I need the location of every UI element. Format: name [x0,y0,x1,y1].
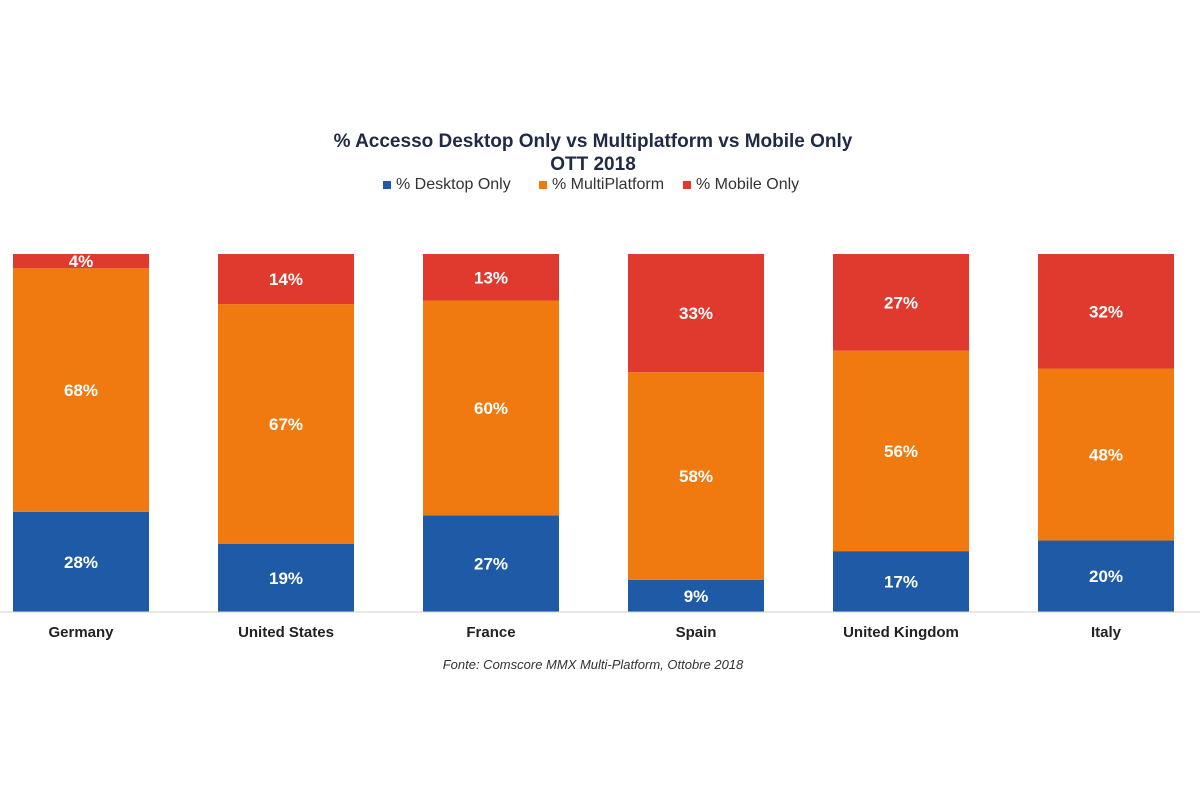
category-label-0: Germany [48,624,114,641]
bars-group: 28% 68% 4% 19% 67% 14% 27% 60% 13% 9% 58% 33% 17% 56%… [13,252,1174,612]
data-label-5-0: 20% [1089,567,1123,586]
bar-segment-0-1 [13,268,149,512]
bar-segment-2-1 [423,300,559,516]
data-label-5-2: 32% [1089,302,1123,321]
legend-swatch-0 [383,181,391,189]
legend: % Desktop Only % MultiPlatform % Mobile On… [383,176,799,193]
legend-swatch-1 [539,181,547,189]
bar-segment-5-0 [1038,540,1174,612]
data-label-0-1: 68% [64,381,98,400]
bar-segment-1-1 [218,304,354,544]
data-label-3-0: 9% [684,587,709,606]
data-label-0-2: 4% [69,252,94,271]
data-label-2-0: 27% [474,555,508,574]
category-label-4: United Kingdom [843,624,959,641]
bar-segment-3-0 [628,579,764,612]
bar-segment-3-2 [628,254,764,373]
source-note: Fonte: Comscore MMX Multi-Platform, Otto… [443,657,744,672]
data-label-3-2: 33% [679,304,713,323]
bar-segment-1-2 [218,254,354,305]
category-label-1: United States [238,624,334,641]
data-label-0-0: 28% [64,553,98,572]
bar-segment-2-2 [423,254,559,301]
data-label-2-1: 60% [474,399,508,418]
legend-swatch-2 [683,181,691,189]
bar-segment-4-0 [833,551,969,612]
data-label-5-1: 48% [1089,445,1123,464]
bar-segment-0-0 [13,511,149,612]
category-labels: Germany United States France Spain United Ki… [48,624,1121,641]
bar-segment-3-1 [628,372,764,580]
data-label-1-1: 67% [269,415,303,434]
chart-title: % Accesso Desktop Only vs Multiplatform … [334,131,853,152]
legend-label-1: % MultiPlatform [552,176,664,193]
bar-segment-1-0 [218,543,354,612]
bar-segment-2-0 [423,515,559,612]
bar-segment-5-1 [1038,368,1174,541]
chart-subtitle: OTT 2018 [550,154,636,175]
bar-segment-0-2 [13,254,149,269]
bar-segment-4-2 [833,254,969,351]
legend-label-2: % Mobile Only [696,176,799,193]
bar-segment-4-1 [833,350,969,552]
data-label-1-0: 19% [269,569,303,588]
data-label-1-2: 14% [269,270,303,289]
data-label-4-0: 17% [884,573,918,592]
category-label-3: Spain [676,624,717,641]
data-label-3-1: 58% [679,467,713,486]
legend-label-0: % Desktop Only [396,176,511,193]
data-label-2-2: 13% [474,268,508,287]
category-label-2: France [466,624,515,641]
category-label-5: Italy [1091,624,1122,641]
data-label-4-1: 56% [884,442,918,461]
bar-segment-5-2 [1038,254,1174,369]
data-label-4-2: 27% [884,293,918,312]
